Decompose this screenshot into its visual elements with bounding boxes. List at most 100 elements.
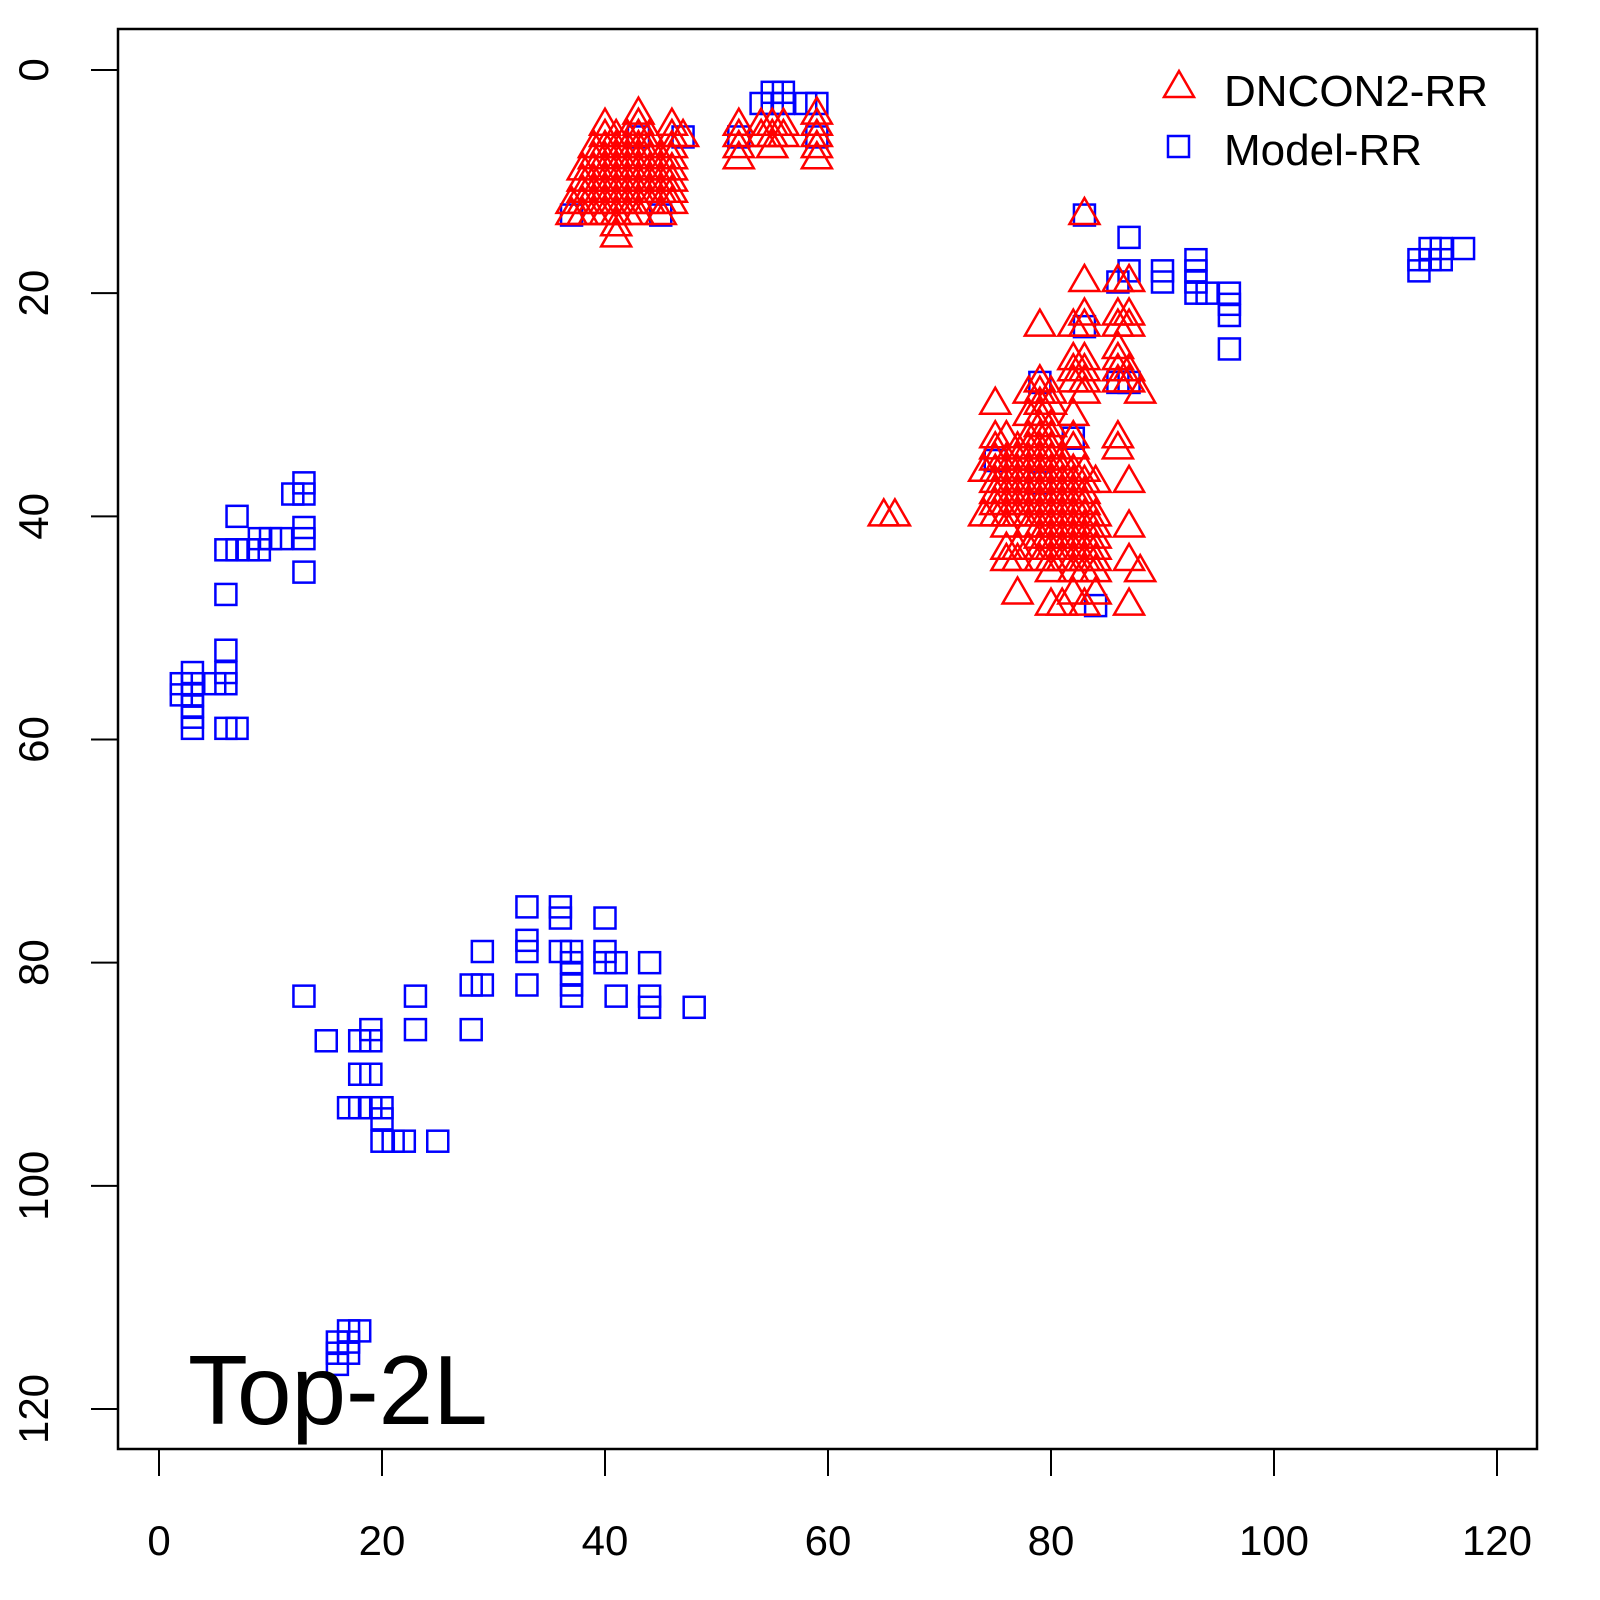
dncon2-rr-point — [755, 128, 790, 159]
x-axis: 0 20 40 60 80 100 120 — [147, 1448, 1532, 1564]
dncon2-rr-point — [1111, 362, 1147, 393]
dncon2-rr-point — [1067, 474, 1102, 505]
dncon2-rr-point — [1044, 586, 1080, 616]
dncon2-rr-point — [654, 184, 690, 215]
dncon2-rr-point — [1123, 552, 1158, 583]
dncon2-rr-point — [1078, 552, 1113, 583]
dncon2-rr-point — [799, 117, 835, 148]
dncon2-rr-point — [1056, 396, 1091, 427]
dncon2-rr-point — [1067, 307, 1102, 337]
dncon2-rr-point — [1111, 295, 1147, 326]
points-layer — [169, 80, 1476, 1377]
model-rr-point — [1072, 203, 1097, 227]
dncon2-rr-point — [1067, 351, 1102, 382]
dncon2-rr-point — [654, 139, 690, 170]
dncon2-rr-point — [721, 106, 756, 137]
model-rr-point — [336, 1341, 361, 1365]
dncon2-rr-point — [1100, 429, 1136, 460]
dncon2-rr-point — [654, 128, 690, 159]
dncon2-rr-point — [1044, 441, 1080, 471]
y-axis: 0 20 40 60 80 100 120 — [10, 58, 119, 1444]
dncon2-rr-point — [1067, 195, 1102, 226]
dncon2-rr-point — [721, 139, 756, 170]
dncon2-rr-point — [654, 173, 690, 203]
dncon2-rr-point — [1078, 574, 1113, 605]
dncon2-rr-point — [978, 429, 1013, 460]
model-rr-point — [1217, 337, 1242, 361]
y-tick-label: 120 — [10, 1374, 57, 1444]
dncon2-rr-point — [1100, 418, 1136, 449]
model-rr-point — [1117, 225, 1141, 250]
model-rr-point — [392, 1129, 417, 1153]
dncon2-rr-point — [654, 150, 690, 181]
model-rr-point — [269, 526, 294, 551]
dncon2-rr-point — [1078, 519, 1113, 549]
model-rr-point — [470, 973, 495, 997]
model-rr-point — [403, 984, 428, 1008]
model-rr-point — [548, 906, 573, 930]
dncon2-rr-point — [621, 106, 656, 137]
dncon2-rr-point — [1111, 463, 1147, 494]
dncon2-rr-point — [1067, 340, 1102, 371]
legend-triangle-icon — [1161, 68, 1197, 99]
model-rr-point — [314, 1029, 338, 1053]
model-rr-point — [1150, 270, 1175, 294]
dncon2-rr-point — [1078, 496, 1113, 527]
model-rr-point — [515, 895, 539, 919]
dncon2-rr-point — [1056, 429, 1091, 460]
dncon2-rr-point — [1078, 463, 1113, 494]
model-rr-point — [470, 939, 495, 964]
x-tick-label: 80 — [1028, 1517, 1075, 1564]
dncon2-rr-point — [1078, 530, 1113, 561]
model-rr-point — [426, 1129, 450, 1153]
model-rr-point — [359, 1062, 383, 1086]
legend: DNCON2-RR Model-RR — [1161, 67, 1488, 175]
dncon2-rr-point — [1067, 374, 1102, 404]
dncon2-rr-point — [1022, 307, 1058, 337]
dncon2-rr-point — [1111, 351, 1147, 382]
model-rr-point — [593, 906, 617, 930]
legend-label-dncon2: DNCON2-RR — [1224, 67, 1488, 116]
model-rr-point — [292, 471, 316, 495]
model-rr-point — [292, 984, 316, 1008]
dncon2-rr-point — [1000, 574, 1035, 605]
legend-square-icon — [1166, 134, 1191, 159]
model-rr-point — [637, 995, 662, 1020]
dncon2-rr-point — [654, 162, 690, 192]
dncon2-rr-point — [1067, 362, 1102, 393]
dncon2-rr-point — [978, 385, 1013, 415]
model-rr-point — [214, 638, 238, 662]
model-rr-point — [370, 1107, 394, 1131]
dncon2-rr-point — [1033, 586, 1069, 616]
model-rr-point — [214, 716, 238, 741]
model-rr-point — [180, 716, 205, 741]
x-tick-label: 120 — [1462, 1517, 1532, 1564]
dncon2-rr-point — [1056, 574, 1091, 605]
model-rr-point — [1083, 593, 1108, 618]
model-rr-point — [771, 91, 796, 116]
dncon2-rr-point — [1033, 418, 1069, 449]
y-tick-label: 60 — [10, 716, 57, 763]
model-rr-point — [604, 984, 628, 1008]
y-tick-label: 100 — [10, 1151, 57, 1221]
dncon2-rr-point — [1067, 586, 1102, 616]
dncon2-rr-point — [1067, 485, 1102, 516]
model-rr-point — [359, 1029, 383, 1053]
dncon2-rr-point — [1067, 295, 1102, 326]
dncon2-rr-point — [1111, 262, 1147, 293]
y-tick-label: 20 — [10, 270, 57, 317]
model-rr-point — [1195, 281, 1219, 305]
y-tick-label: 40 — [10, 493, 57, 540]
dncon2-rr-point — [643, 195, 678, 226]
x-tick-label: 40 — [582, 1517, 629, 1564]
dncon2-rr-point — [1100, 329, 1136, 360]
model-rr-point — [559, 984, 584, 1008]
dncon2-rr-point — [877, 496, 913, 527]
model-rr-point — [805, 91, 829, 116]
panel-annotation: Top-2L — [188, 1335, 488, 1445]
model-rr-point — [515, 973, 539, 997]
dncon2-rr-point — [799, 139, 835, 170]
model-rr-point — [1451, 236, 1476, 261]
dncon2-rr-point — [1100, 340, 1136, 371]
